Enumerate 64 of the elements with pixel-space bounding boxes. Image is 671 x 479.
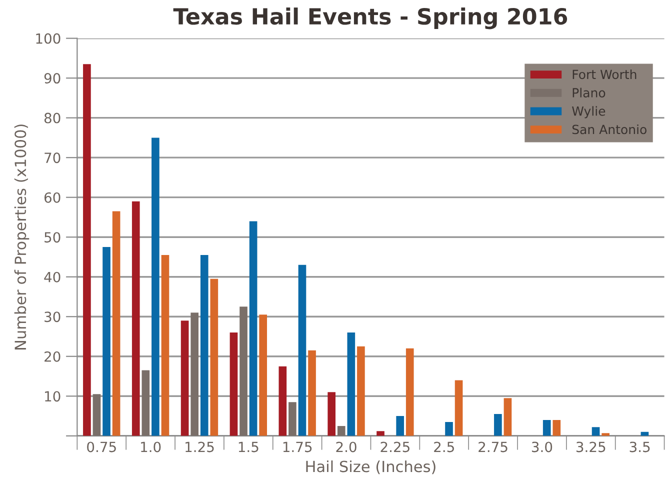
y-tick-label: 100 (36, 33, 60, 44)
y-tick-label: 40 (44, 272, 60, 282)
bar (249, 221, 258, 436)
legend-label: Plano (572, 88, 606, 98)
bar (83, 64, 91, 436)
x-tick-label: 2.0 (336, 442, 356, 452)
x-tick-label: 3.25 (576, 442, 606, 452)
chart-title: Texas Hail Events - Spring 2016 (173, 8, 568, 30)
bar (132, 201, 140, 436)
x-tick-label: 1.25 (186, 442, 214, 452)
bar (542, 420, 551, 436)
bar (454, 380, 463, 436)
bar (494, 414, 502, 436)
bar (190, 312, 199, 436)
y-tick-label: 80 (44, 112, 60, 124)
bar (240, 306, 248, 436)
bar (161, 254, 170, 436)
x-tick-label: 1.75 (283, 442, 312, 452)
y-tick-label: 20 (44, 351, 60, 362)
bar (445, 422, 453, 436)
legend-label: San Antonio (572, 124, 646, 134)
bar (602, 433, 610, 436)
bar (142, 370, 150, 436)
x-tick-label: 2.5 (434, 442, 454, 452)
bar (328, 392, 336, 436)
bar (230, 332, 238, 436)
bar (396, 416, 404, 436)
bar (210, 278, 218, 436)
bar (278, 366, 287, 436)
bar (357, 346, 365, 436)
x-axis-title: Hail Size (Inches) (306, 460, 436, 474)
bar (259, 314, 267, 436)
legend-label: Fort Worth (572, 69, 636, 80)
bar (298, 264, 306, 436)
bar (200, 254, 208, 436)
y-axis-title: Number of Properties (x1000) (14, 124, 30, 350)
y-tick-label: 70 (44, 152, 60, 164)
x-tick-label: 2.25 (380, 442, 410, 452)
bar (406, 348, 414, 436)
bar (112, 211, 120, 436)
y-tick-label: 90 (44, 73, 60, 84)
bar (308, 350, 316, 436)
bar (504, 398, 512, 436)
y-tick-label: 30 (44, 312, 60, 322)
bar (552, 420, 561, 436)
x-tick-label: 0.75 (87, 442, 116, 452)
x-tick-label: 3.5 (630, 442, 650, 452)
bar (92, 394, 101, 436)
y-tick-label: 10 (45, 391, 60, 402)
bar (180, 320, 189, 436)
bar (102, 247, 110, 436)
bar (347, 332, 356, 436)
x-tick-label: 1.5 (238, 442, 258, 452)
bar (337, 426, 346, 436)
y-tick-label: 50 (44, 232, 60, 243)
legend-label: Wylie (572, 106, 606, 118)
bar (152, 138, 160, 436)
x-tick-label: 3.0 (532, 442, 552, 452)
bar (376, 431, 384, 436)
x-tick-label: 1.0 (141, 442, 161, 452)
bar (592, 427, 600, 436)
x-tick-label: 2.75 (478, 442, 508, 452)
bar (288, 402, 296, 436)
y-tick-label: 60 (44, 192, 60, 203)
